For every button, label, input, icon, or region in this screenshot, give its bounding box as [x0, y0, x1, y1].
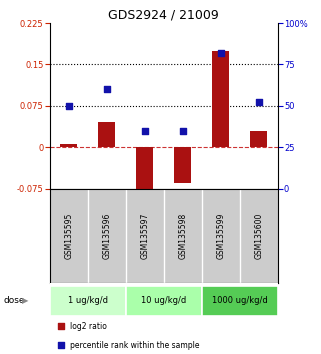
Bar: [136, 147, 153, 194]
Text: dose: dose: [3, 296, 25, 305]
Bar: [174, 147, 191, 183]
Text: GSM135600: GSM135600: [254, 213, 263, 259]
Point: [59, 342, 64, 348]
Text: GSM135596: GSM135596: [102, 213, 111, 259]
Bar: [126, 286, 202, 316]
Point: [256, 99, 261, 105]
Point: [142, 128, 147, 133]
Bar: [50, 286, 126, 316]
Text: GSM135598: GSM135598: [178, 213, 187, 259]
Text: log2 ratio: log2 ratio: [70, 322, 107, 331]
Text: 10 ug/kg/d: 10 ug/kg/d: [141, 296, 186, 305]
Point: [180, 128, 185, 133]
Bar: [212, 51, 229, 147]
Text: ▶: ▶: [22, 296, 28, 305]
Text: percentile rank within the sample: percentile rank within the sample: [70, 341, 200, 350]
Point: [59, 324, 64, 329]
Text: GSM135597: GSM135597: [140, 213, 149, 259]
Title: GDS2924 / 21009: GDS2924 / 21009: [108, 9, 219, 22]
Bar: [98, 122, 115, 147]
Bar: [202, 286, 278, 316]
Point: [104, 86, 109, 92]
Bar: [250, 131, 267, 147]
Point: [66, 103, 71, 109]
Point: [218, 50, 223, 56]
Text: 1000 ug/kg/d: 1000 ug/kg/d: [212, 296, 268, 305]
Text: GSM135599: GSM135599: [216, 213, 225, 259]
Text: 1 ug/kg/d: 1 ug/kg/d: [68, 296, 108, 305]
Bar: [60, 144, 77, 147]
Text: GSM135595: GSM135595: [64, 213, 73, 259]
